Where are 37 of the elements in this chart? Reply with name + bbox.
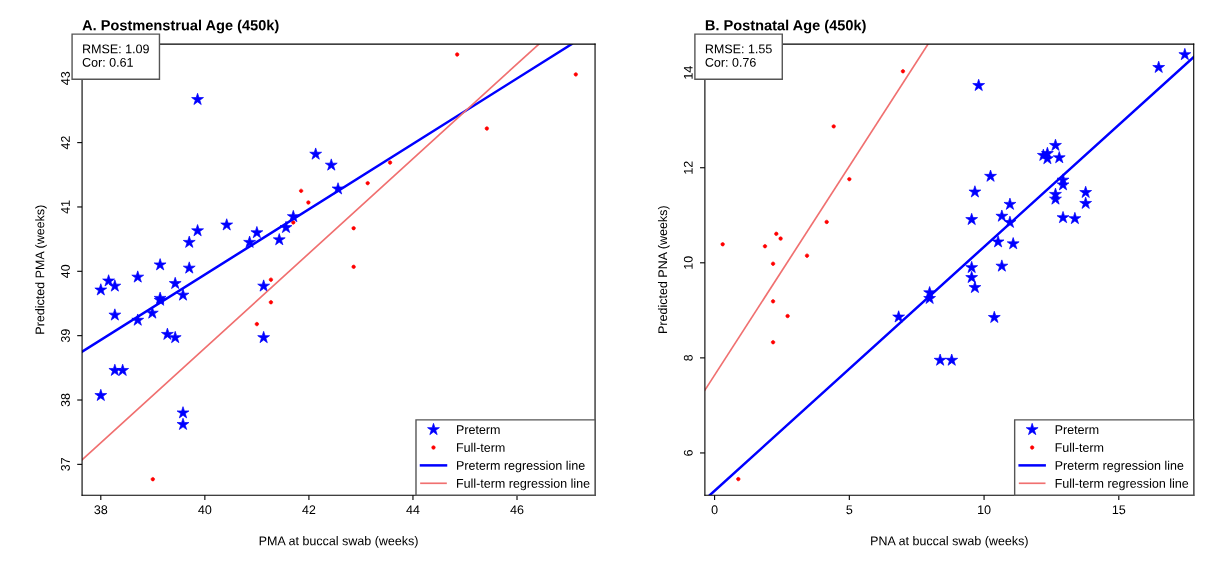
x-tick-label: 42 [302,505,316,515]
x-tick-label: 10 [978,505,991,515]
x-tick-label: 15 [1112,505,1126,515]
annotation: RMSE: 1.55 Cor: 0.76 [705,44,772,67]
y-tick-label: 42 [61,136,70,150]
y-axis-title: Predicted PMA (weeks) [35,205,47,334]
x-axis-title: PMA at buccal swab (weeks) [259,536,418,548]
x-tick-label: 46 [510,505,524,515]
y-axis-title: Predicted PNA (weeks) [657,206,670,333]
y-tick-label: 43 [61,71,70,85]
x-tick-label: 5 [846,505,853,515]
legend-label: Full-term [1055,442,1104,452]
x-tick-label: 40 [198,505,212,515]
x-axis-title: PNA at buccal swab (weeks) [871,536,1028,548]
x-tick-label: 0 [711,505,718,515]
chart-title: A. Postmenstrual Age (450k) [82,19,279,34]
y-tick-label: 6 [683,450,693,456]
legend-label: Full-term regression line [457,478,590,491]
legend-label: Preterm regression line [457,460,585,473]
y-tick-label: 41 [61,200,70,214]
annotation: RMSE: 1.09 Cor: 0.61 [82,44,149,67]
x-tick-label: 44 [406,505,420,515]
legend-label: Preterm regression line [1055,460,1184,473]
y-tick-label: 8 [683,354,693,361]
y-tick-label: 38 [61,393,70,407]
chart-title: B. Postnatal Age (450k) [705,19,866,34]
legend-label: Preterm [1055,425,1099,435]
y-tick-label: 12 [683,161,693,174]
legend-label: Preterm [457,425,500,435]
legend-label: Full-term regression line [1055,478,1189,491]
y-tick-label: 40 [61,264,70,278]
y-tick-label: 37 [61,458,70,471]
x-tick-label: 38 [94,505,108,515]
y-tick-label: 10 [683,256,693,269]
y-tick-label: 14 [683,66,693,79]
legend-label: Full-term [457,442,505,452]
y-tick-label: 39 [61,329,70,343]
